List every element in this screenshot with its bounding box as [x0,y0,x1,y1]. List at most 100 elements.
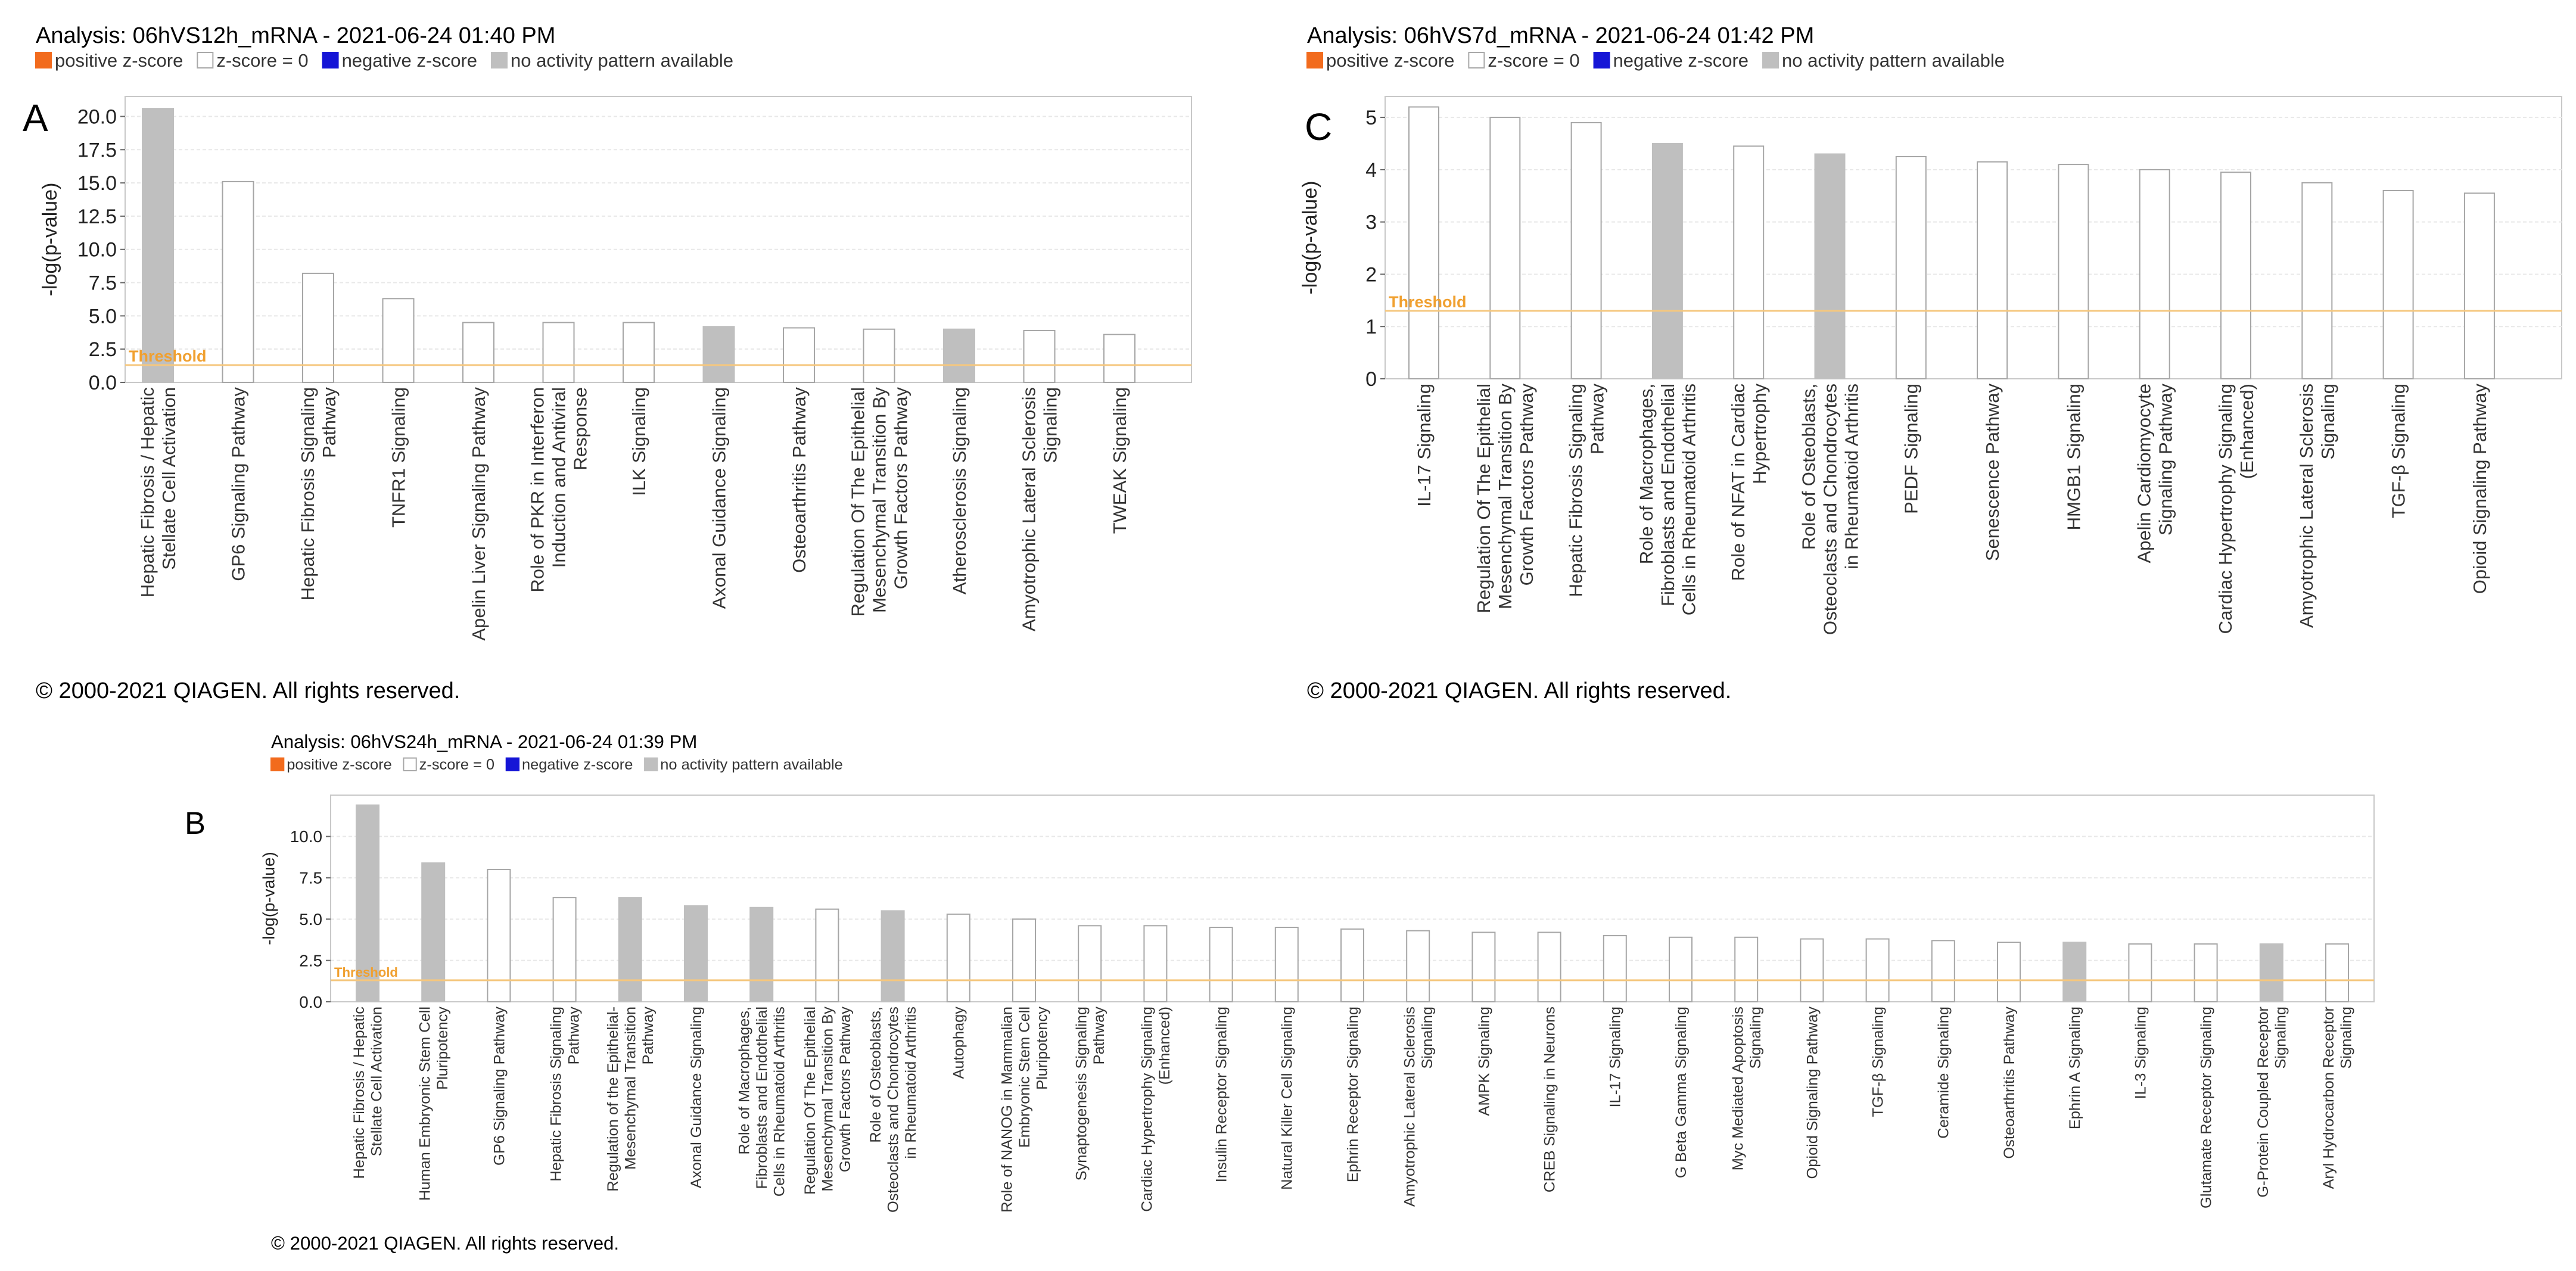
chart-a-xtick-line-4-0: Apelin Liver Signaling Pathway [468,387,489,641]
chart-a-legend-swatch-2 [322,52,339,68]
chart-b-xtick-line-1-1: Pluripotency [434,1007,451,1090]
chart-a-xtick-line-3-0: TNFR1 Signaling [388,387,409,528]
chart-b-legend-swatch-2 [505,757,520,771]
chart-b-xtick-line-6-2: Cells in Rheumatoid Arthritis [771,1007,788,1197]
chart-c-xtick-line-2-1: Pathway [1586,384,1607,454]
chart-b-xtick-line-4-0: Regulation of the Epithelial- [605,1007,621,1192]
chart-b-xtick-line-4-2: Pathway [640,1007,657,1065]
chart-c-xtick-line-8-0: HMGB1 Signaling [2063,384,2084,530]
chart-a-svg: A Analysis: 06hVS12h_mRNA - 2021-06-24 01… [23,23,1192,703]
chart-a-xtick-line-7-0: Axonal Guidance Signaling [708,387,729,609]
chart-b-xtick-line-25-0: Osteoarthritis Pathway [2001,1007,2018,1159]
chart-c-bar-9 [2139,169,2170,379]
chart-b-bar-27 [2128,943,2152,1002]
chart-a-ytick-label-3: 7.5 [89,272,117,295]
chart-b-legend-swatch-1 [403,757,417,771]
chart-a-ytick-label-8: 20.0 [77,105,117,128]
chart-a-xtick-line-6-0: ILK Signaling [629,387,649,496]
chart-a-legend-swatch-3 [491,52,508,68]
chart-a-xtick-label-6: ILK Signaling [629,387,649,496]
chart-b-xtick-line-10-0: Role of NANOG in Mammalian [998,1007,1015,1213]
chart-b-xtick-line-12-0: Cardiac Hypertrophy Signaling [1139,1007,1156,1212]
panel-c: C Analysis: 06hVS7d_mRNA - 2021-06-24 01:… [1293,0,2576,715]
chart-b-xtick-label-15: Ephrin Receptor Signaling [1345,1007,1361,1182]
panel-b: B Analysis: 06hVS24h_mRNA - 2021-06-24 01… [0,715,2576,1271]
chart-b-xtick-line-0-1: Stellate Cell Activation [369,1007,385,1156]
chart-a-copyright: © 2000-2021 QIAGEN. All rights reserved. [36,678,460,703]
chart-a-bar-7 [702,326,735,383]
chart-b-legend-label-3: no activity pattern available [660,756,842,773]
chart-a-xtick-line-9-0: Regulation Of The Epithelial [847,387,868,616]
chart-b-xtick-line-8-2: in Rheumatoid Arthritis [903,1007,919,1159]
chart-b-bar-11 [1078,925,1102,1002]
chart-b-xtick-label-9: Autophagy [951,1007,967,1079]
chart-b-xtick-line-0-0: Hepatic Fibrosis / Hepatic [351,1007,368,1179]
chart-b-xtick-line-30-0: Aryl Hydrocarbon Receptor [2320,1006,2337,1189]
chart-b-bar-14 [1274,927,1299,1002]
chart-b-bar-22 [1800,938,1824,1002]
chart-b-bar-0 [356,804,379,1002]
chart-c-bar-0 [1408,106,1439,380]
chart-b-bar-18 [1537,932,1561,1002]
chart-b-xtick-line-7-0: Regulation Of The Epithelial [802,1007,819,1195]
chart-c-xtick-label-13: Opioid Signaling Pathway [2469,384,2490,594]
chart-b-xtick-line-12-1: (Enhanced) [1156,1007,1173,1085]
chart-c-legend-swatch-2 [1593,52,1610,68]
chart-c-xtick-line-0-0: IL-17 Signaling [1414,384,1435,507]
chart-b-xtick-line-16-0: Amyotrophic Lateral Sclerosis [1401,1007,1418,1207]
chart-b-xtick-line-3-0: Hepatic Fibrosis Signaling [548,1007,565,1182]
chart-a-xtick-label-0: Hepatic Fibrosis / HepaticStellate Cell … [137,387,179,597]
chart-b-xtick-line-20-0: G Beta Gamma Signaling [1673,1007,1690,1178]
chart-a-legend-label-1: z-score = 0 [216,50,308,71]
chart-c-xtick-line-7-0: Senescence Pathway [1982,384,2003,562]
chart-c-xtick-label-10: Cardiac Hypertrophy Signaling(Enhanced) [2215,384,2257,634]
chart-b-xtick-line-26-0: Ephrin A Signaling [2067,1007,2083,1129]
chart-c-svg: C Analysis: 06hVS7d_mRNA - 2021-06-24 01:… [1299,23,2562,703]
chart-b-xtick-line-27-0: IL-3 Signaling [2132,1007,2149,1099]
chart-c-xtick-line-1-1: Mesenchymal Transition By [1495,384,1516,610]
chart-a-bar-5 [542,322,575,384]
chart-b-xtick-label-30: Aryl Hydrocarbon ReceptorSignaling [2320,1006,2355,1189]
chart-c-xtick-line-1-2: Growth Factors Pathway [1516,384,1537,586]
chart-c-xtick-label-12: TGF-β Signaling [2388,384,2409,518]
chart-c-ytick-label-2: 2 [1365,263,1377,286]
chart-c-bar-3 [1651,143,1683,379]
chart-c-xtick-label-0: IL-17 Signaling [1414,384,1435,507]
chart-b-xtick-line-23-0: TGF-β Signaling [1869,1007,1886,1117]
chart-b-xtick-label-12: Cardiac Hypertrophy Signaling(Enhanced) [1139,1007,1174,1212]
chart-c-xtick-line-10-1: (Enhanced) [2236,384,2257,479]
chart-c-xtick-line-9-0: Apelin Cardiomyocyte [2134,384,2155,563]
chart-a-xtick-line-0-1: Stellate Cell Activation [158,387,179,570]
chart-b-xtick-line-29-0: G-Protein Coupled Receptor [2255,1006,2272,1197]
chart-b-xtick-label-17: AMPK Signaling [1476,1007,1492,1116]
chart-a-legend-swatch-0 [35,52,52,68]
chart-c-xtick-line-11-1: Signaling [2317,384,2338,460]
chart-b-bar-2 [487,868,511,1003]
chart-c-xtick-label-11: Amyotrophic Lateral SclerosisSignaling [2296,384,2338,628]
chart-b-xtick-line-10-1: Embryonic Stem Cell [1016,1007,1033,1148]
chart-a-xtick-label-1: GP6 Signaling Pathway [228,387,248,581]
chart-b-xtick-label-10: Role of NANOG in MammalianEmbryonic Stem… [998,1007,1050,1213]
chart-b-xtick-line-14-0: Natural Killer Cell Signaling [1279,1007,1296,1190]
chart-c-xtick-line-9-1: Signaling Pathway [2155,384,2176,536]
chart-b-xtick-line-21-0: Myc Mediated Apoptosis [1729,1007,1746,1170]
chart-a-threshold-label: Threshold [129,347,207,365]
chart-c-ytick-label-4: 4 [1365,159,1377,182]
chart-b-copyright: © 2000-2021 QIAGEN. All rights reserved. [271,1233,619,1254]
chart-b-xtick-label-8: Role of Osteoblasts,Osteoclasts and Chon… [867,1007,919,1213]
chart-c-xtick-label-5: Role of Osteoblasts,Osteoclasts and Chon… [1798,384,1862,635]
chart-c-ytick-label-3: 3 [1365,211,1377,234]
chart-b-title: Analysis: 06hVS24h_mRNA - 2021-06-24 01:… [271,731,697,752]
chart-c-xtick-label-7: Senescence Pathway [1982,384,2003,562]
chart-c-xtick-label-3: Role of Macrophages,Fibroblasts and Endo… [1636,384,1700,615]
chart-c-bar-1 [1489,117,1521,379]
chart-b-xtick-line-24-0: Ceramide Signaling [1936,1007,1952,1139]
chart-a-xtick-label-7: Axonal Guidance Signaling [708,387,729,609]
chart-c-legend-swatch-3 [1762,52,1779,68]
chart-b-xtick-line-13-0: Insulin Receptor Signaling [1213,1007,1230,1182]
chart-a-ytick-label-5: 12.5 [77,205,117,228]
chart-a-xtick-label-8: Osteoarthritis Pathway [789,387,810,573]
chart-a-bar-4 [462,322,494,384]
chart-a-bar-3 [382,298,415,384]
chart-a-ytick-label-7: 17.5 [77,139,117,161]
